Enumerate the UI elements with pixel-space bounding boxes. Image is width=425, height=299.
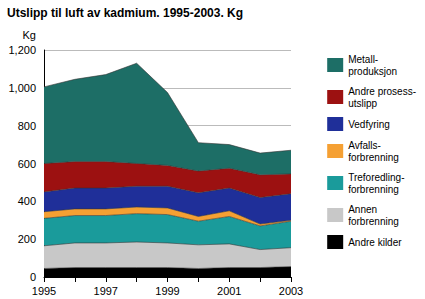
svg-text:200: 200 <box>18 233 36 245</box>
svg-text:2001: 2001 <box>217 285 241 297</box>
svg-text:1,200: 1,200 <box>8 44 36 56</box>
svg-text:Treforedling-: Treforedling- <box>348 172 404 183</box>
svg-text:Annen: Annen <box>348 204 377 215</box>
svg-text:400: 400 <box>18 195 36 207</box>
svg-text:1999: 1999 <box>155 285 179 297</box>
svg-text:Vedfyring: Vedfyring <box>348 119 390 130</box>
svg-text:2003: 2003 <box>279 285 303 297</box>
svg-text:Utslipp til luft av kadmium. 1: Utslipp til luft av kadmium. 1995-2003. … <box>7 6 243 20</box>
svg-text:Metall-: Metall- <box>348 54 378 65</box>
svg-text:1995: 1995 <box>32 285 56 297</box>
svg-text:Avfalls-: Avfalls- <box>348 140 381 151</box>
svg-text:forbrenning: forbrenning <box>348 184 399 195</box>
svg-text:Kg: Kg <box>23 29 36 41</box>
svg-text:1997: 1997 <box>94 285 118 297</box>
svg-text:forbrenning: forbrenning <box>348 216 399 227</box>
svg-text:600: 600 <box>18 158 36 170</box>
svg-text:forbrenning: forbrenning <box>348 152 399 163</box>
svg-text:0: 0 <box>30 271 36 283</box>
svg-text:Andre prosess-: Andre prosess- <box>348 86 416 97</box>
svg-text:1,000: 1,000 <box>8 82 36 94</box>
svg-text:produksjon: produksjon <box>348 66 397 77</box>
svg-text:800: 800 <box>18 120 36 132</box>
svg-text:Andre kilder: Andre kilder <box>348 237 402 248</box>
svg-text:utslipp: utslipp <box>348 98 377 109</box>
